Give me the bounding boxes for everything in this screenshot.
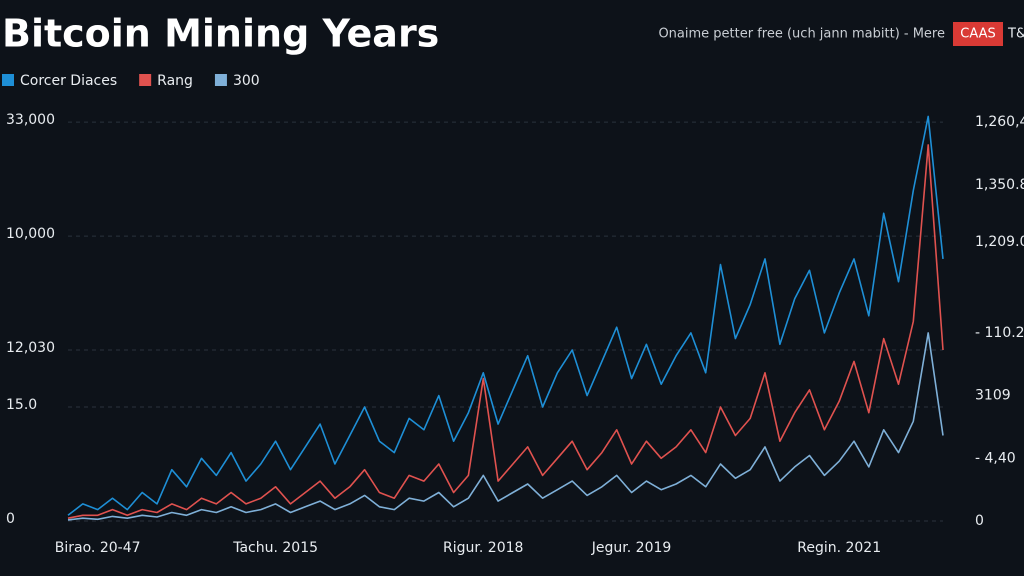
y2-tick-label: 3109 <box>975 388 1011 404</box>
y-tick-label: 12,030 <box>6 340 55 356</box>
badge[interactable] <box>953 22 1003 46</box>
x-tick-label: Birao. 20-47 <box>55 540 141 556</box>
y2-tick-label: - 110.20 <box>975 325 1024 341</box>
x-tick-label: Jegur. 2019 <box>591 540 672 556</box>
badge-extra: T& <box>1007 27 1024 42</box>
series-line <box>67 144 944 519</box>
x-tick-label: Regin. 2021 <box>797 540 881 556</box>
y2-tick-label: 1,209.00 <box>975 234 1024 250</box>
y2-tick-label: 1,350.80 <box>975 177 1024 193</box>
chart-title: Bitcoin Mining Years <box>2 12 439 56</box>
y-tick-label: 10,000 <box>6 226 55 242</box>
x-tick-label: Rigur. 2018 <box>443 540 523 556</box>
legend-swatch <box>214 74 227 86</box>
legend-swatch <box>139 74 152 86</box>
legend-label: Corcer Diaces <box>20 73 117 89</box>
badge-text[interactable]: CAAS <box>960 27 995 42</box>
y-tick-label: 0 <box>6 511 15 527</box>
y2-tick-label: 1,260,40 <box>975 114 1024 130</box>
header-note: Onaime petter free (uch jann mabitt) - M… <box>658 27 945 42</box>
series-line <box>67 332 944 521</box>
legend-label: Rang <box>157 73 193 89</box>
y-tick-label: 15.0 <box>6 397 37 413</box>
x-tick-label: Tachu. 2015 <box>232 540 318 556</box>
y2-tick-label: - 4,40 <box>975 450 1016 466</box>
y2-tick-label: 0 <box>975 513 984 529</box>
legend-swatch <box>2 74 14 86</box>
legend-label: 300 <box>233 73 260 89</box>
series-line <box>67 115 944 516</box>
y-tick-label: 33,000 <box>6 112 55 128</box>
